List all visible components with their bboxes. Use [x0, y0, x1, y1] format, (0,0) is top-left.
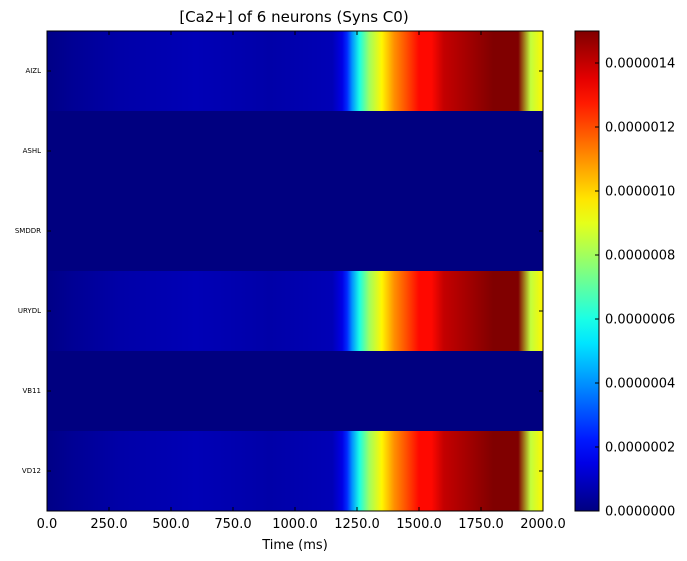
colorbar: [574, 30, 600, 512]
colorbar-axis: 0.0000000 0.0000002 0.0000004 0.0000006 0.00…: [595, 57, 675, 520]
heatmap-row-vb11: [47, 351, 543, 432]
x-tick-label: 750.0: [214, 517, 251, 532]
x-tick-label: 0.0: [37, 517, 58, 532]
x-tick-label: 1500.0: [396, 517, 442, 532]
y-tick-label: ASHL: [23, 147, 41, 155]
y-axis: AIZL ASHL SMDDR URYDL VB11 VD12: [15, 67, 543, 475]
heatmap-row-ashl: [47, 111, 543, 192]
y-tick-label: URYDL: [18, 307, 41, 315]
x-tick-label: 250.0: [90, 517, 127, 532]
colorbar-tick-label: 0.0000014: [605, 57, 675, 72]
heatmap-row-vd12: [47, 431, 543, 512]
colorbar-tick-label: 0.0000002: [605, 441, 675, 456]
x-axis: 0.0 250.0 500.0 750.0 1000.0 1250.0 1500.0 1750…: [37, 31, 566, 532]
colorbar-tick-label: 0.0000000: [605, 505, 675, 520]
colorbar-tick-label: 0.0000010: [605, 185, 675, 200]
heatmap-rows: [47, 31, 543, 512]
x-tick-label: 500.0: [152, 517, 189, 532]
colorbar-tick-label: 0.0000004: [605, 377, 675, 392]
y-tick-label: VB11: [23, 387, 42, 395]
x-axis-label: Time (ms): [261, 538, 328, 553]
y-tick-label: SMDDR: [15, 227, 41, 235]
x-tick-label: 2000.0: [520, 517, 566, 532]
x-tick-label: 1000.0: [272, 517, 318, 532]
y-tick-label: AIZL: [25, 67, 41, 75]
x-tick-label: 1250.0: [334, 517, 380, 532]
chart-title: [Ca2+] of 6 neurons (Syns C0): [179, 8, 408, 26]
heatmap-row-aizl: [47, 31, 543, 112]
colorbar-tick-label: 0.0000012: [605, 121, 675, 136]
colorbar-tick-label: 0.0000006: [605, 313, 675, 328]
heatmap-row-urydl: [47, 271, 543, 352]
heatmap-row-smddr: [47, 191, 543, 272]
colorbar-tick-label: 0.0000008: [605, 249, 675, 264]
y-tick-label: VD12: [22, 467, 41, 475]
x-tick-label: 1750.0: [458, 517, 504, 532]
